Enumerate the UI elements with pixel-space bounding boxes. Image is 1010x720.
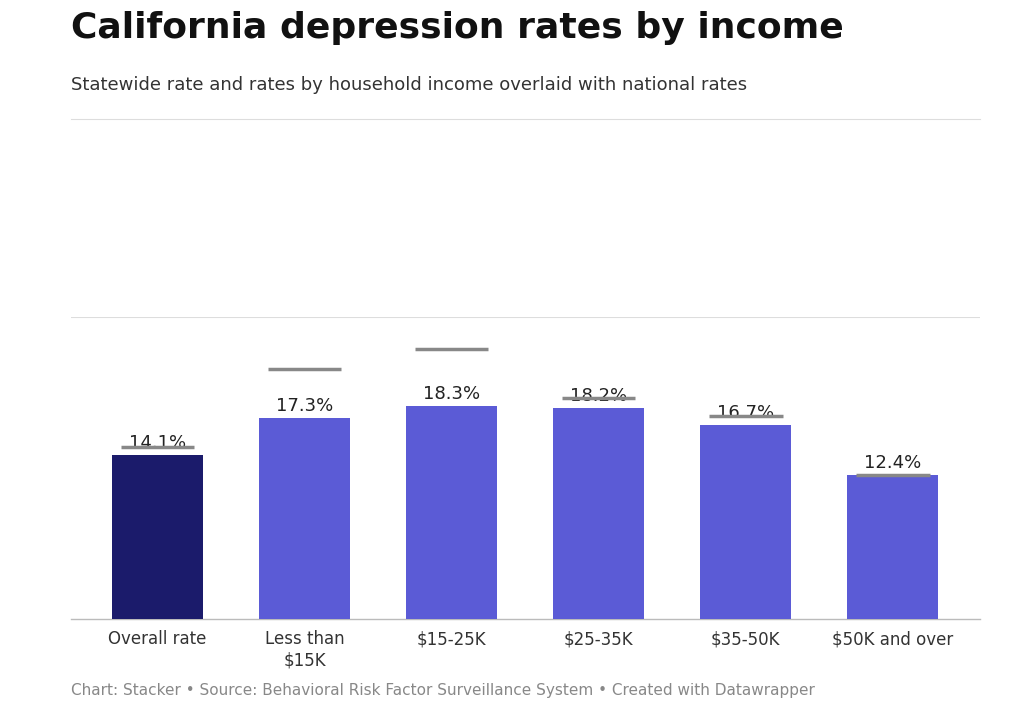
- Text: 16.7%: 16.7%: [717, 404, 775, 422]
- Bar: [553, 408, 644, 619]
- Text: 18.3%: 18.3%: [423, 385, 480, 403]
- Text: California depression rates by income: California depression rates by income: [71, 11, 843, 45]
- Bar: [259, 418, 350, 619]
- Text: 17.3%: 17.3%: [276, 397, 333, 415]
- Bar: [112, 455, 203, 619]
- Bar: [847, 475, 938, 619]
- Text: Statewide rate and rates by household income overlaid with national rates: Statewide rate and rates by household in…: [71, 76, 746, 94]
- Text: 14.1%: 14.1%: [129, 434, 186, 452]
- Text: 18.2%: 18.2%: [571, 387, 627, 405]
- Text: Chart: Stacker • Source: Behavioral Risk Factor Surveillance System • Created wi: Chart: Stacker • Source: Behavioral Risk…: [71, 683, 815, 698]
- Text: 12.4%: 12.4%: [865, 454, 921, 472]
- Bar: [700, 425, 792, 619]
- Bar: [406, 406, 497, 619]
